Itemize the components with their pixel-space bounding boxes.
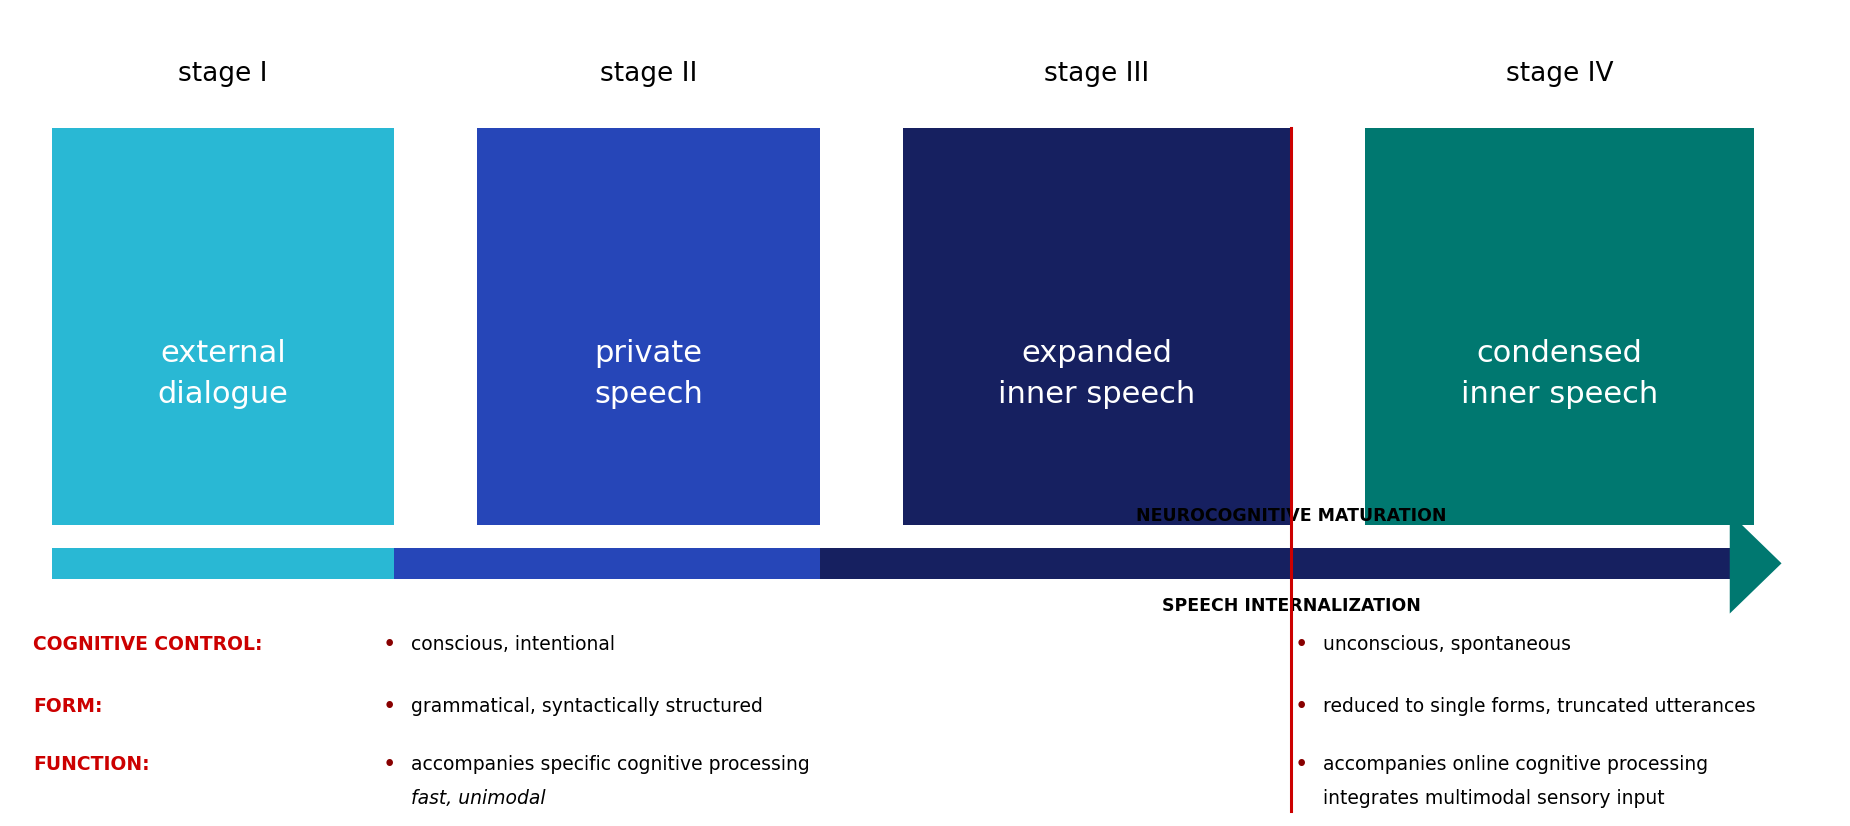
Text: unconscious, spontaneous: unconscious, spontaneous xyxy=(1323,634,1571,654)
Text: •: • xyxy=(383,752,396,776)
Text: •: • xyxy=(1295,695,1308,718)
Text: •: • xyxy=(1295,633,1308,656)
Bar xyxy=(1291,548,1743,579)
Bar xyxy=(903,128,1291,525)
Bar xyxy=(52,128,394,525)
Text: SPEECH INTERNALIZATION: SPEECH INTERNALIZATION xyxy=(1162,597,1421,615)
Text: FUNCTION:: FUNCTION: xyxy=(33,754,150,774)
Text: stage I: stage I xyxy=(178,61,268,88)
Text: FORM:: FORM: xyxy=(33,696,104,716)
Text: stage III: stage III xyxy=(1045,61,1149,88)
Bar xyxy=(52,548,394,579)
Text: conscious, intentional: conscious, intentional xyxy=(411,634,614,654)
Text: NEUROCOGNITIVE MATURATION: NEUROCOGNITIVE MATURATION xyxy=(1136,506,1447,525)
Text: •: • xyxy=(383,633,396,656)
Text: reduced to single forms, truncated utterances: reduced to single forms, truncated utter… xyxy=(1323,696,1756,716)
Polygon shape xyxy=(1730,513,1782,614)
Text: stage II: stage II xyxy=(599,61,697,88)
Text: grammatical, syntactically structured: grammatical, syntactically structured xyxy=(411,696,762,716)
Text: •: • xyxy=(383,695,396,718)
Text: condensed
inner speech: condensed inner speech xyxy=(1462,339,1658,409)
Bar xyxy=(477,128,820,525)
Bar xyxy=(1365,128,1754,525)
Text: expanded
inner speech: expanded inner speech xyxy=(999,339,1195,409)
Text: COGNITIVE CONTROL:: COGNITIVE CONTROL: xyxy=(33,634,263,654)
Text: accompanies specific cognitive processing: accompanies specific cognitive processin… xyxy=(411,754,810,774)
Text: accompanies online cognitive processing: accompanies online cognitive processing xyxy=(1323,754,1708,774)
Text: private
speech: private speech xyxy=(594,339,703,409)
Text: stage IV: stage IV xyxy=(1506,61,1613,88)
Bar xyxy=(394,548,820,579)
Text: fast, unimodal: fast, unimodal xyxy=(411,789,546,809)
Text: external
dialogue: external dialogue xyxy=(157,339,289,409)
Bar xyxy=(820,548,1291,579)
Text: integrates multimodal sensory input: integrates multimodal sensory input xyxy=(1323,789,1665,809)
Text: •: • xyxy=(1295,752,1308,776)
